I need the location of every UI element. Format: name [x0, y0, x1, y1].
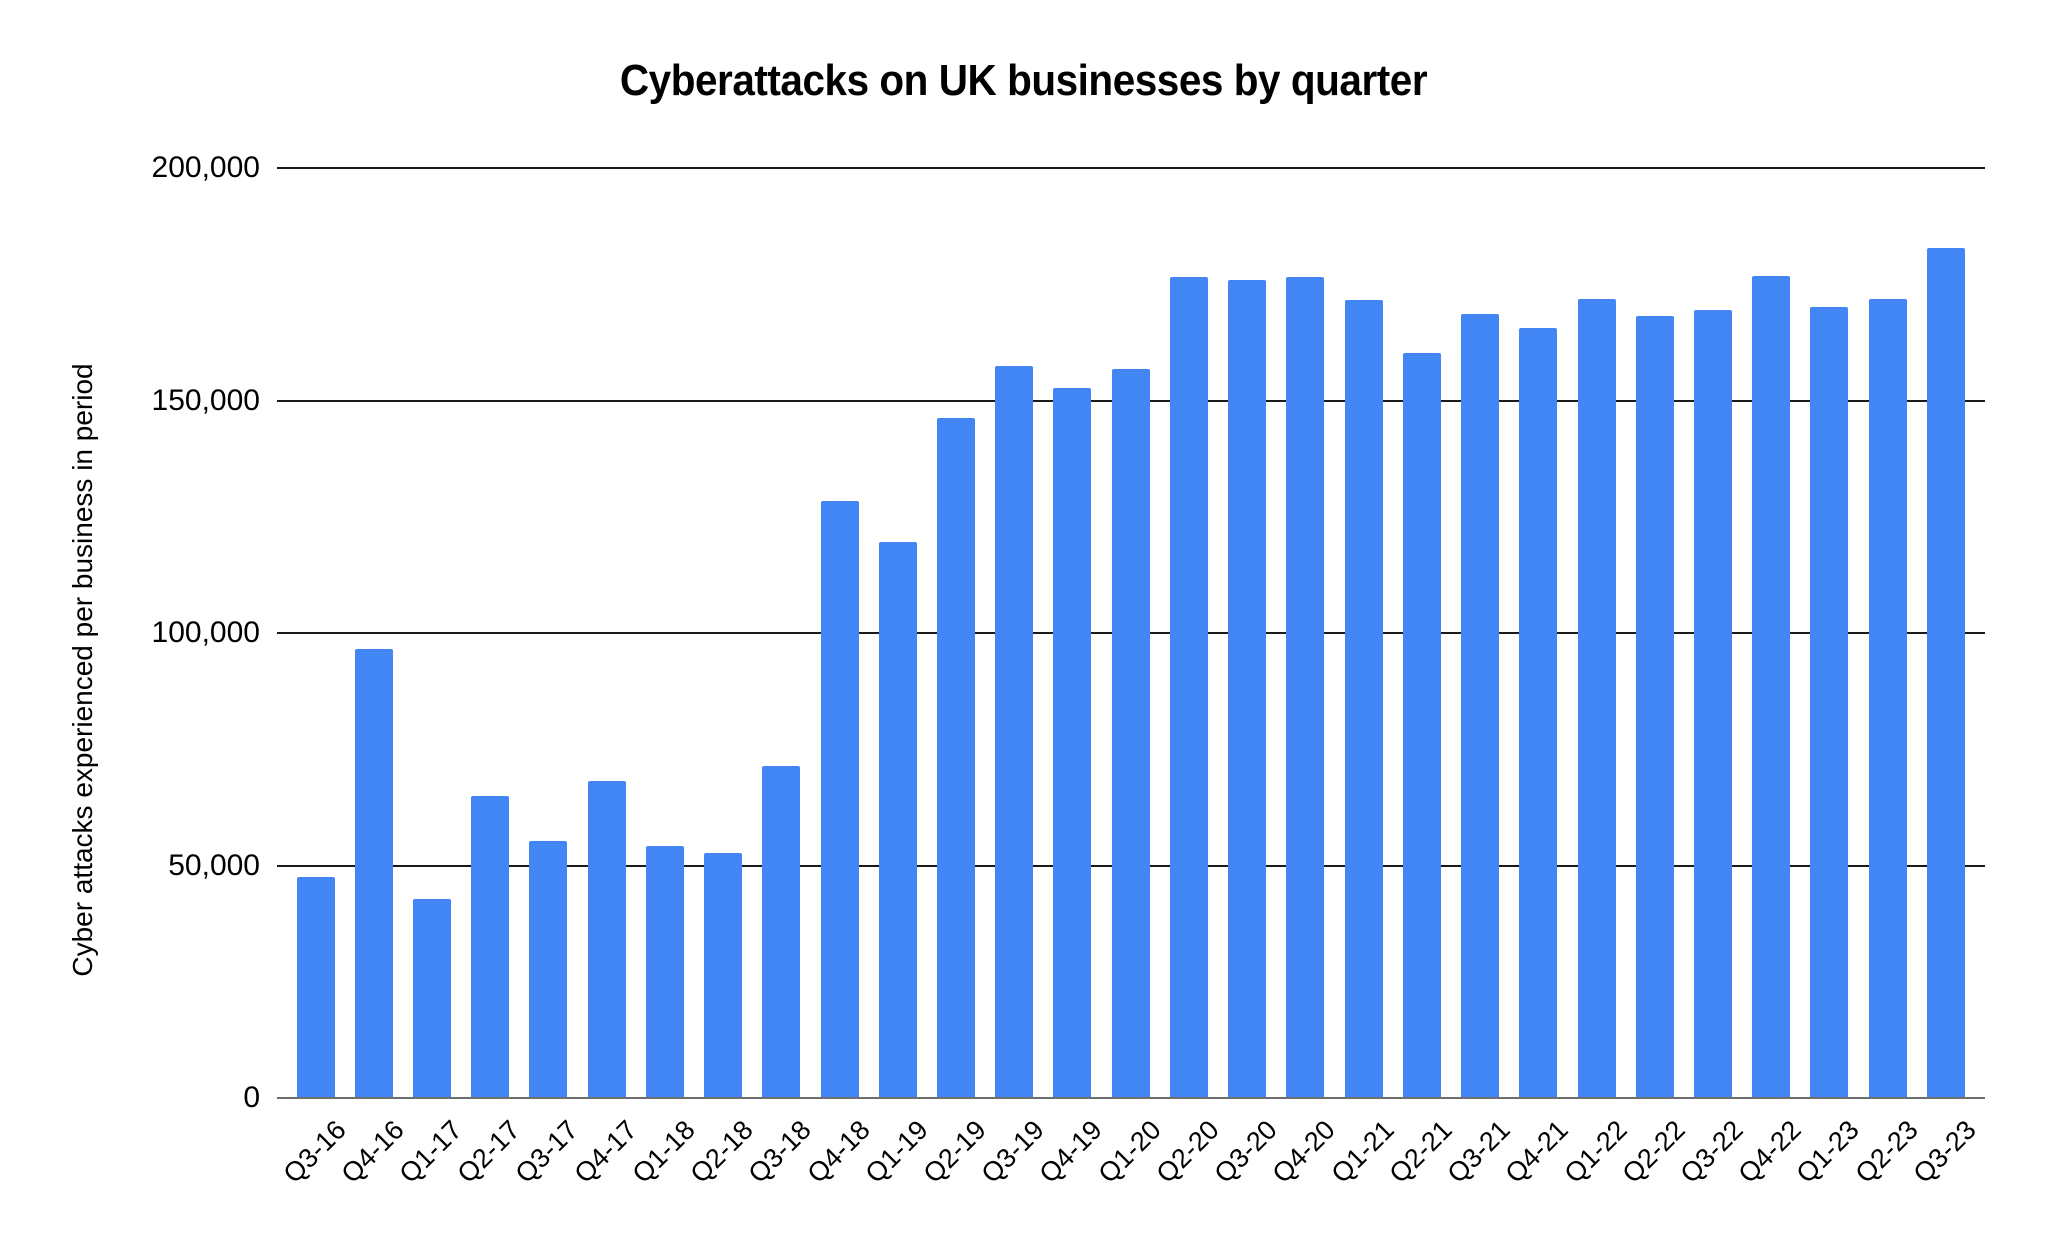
bar: [645, 846, 684, 1098]
bar: [995, 366, 1034, 1098]
bar: [296, 877, 335, 1098]
bar: [1053, 387, 1092, 1098]
y-tick-label: 50,000: [168, 848, 260, 882]
bar: [1519, 328, 1558, 1098]
bar: [1635, 316, 1674, 1098]
bar: [878, 541, 917, 1098]
bar: [937, 417, 976, 1098]
bar: [704, 852, 743, 1098]
gridline: [277, 167, 1985, 169]
bar: [1402, 353, 1441, 1098]
bar: [1868, 299, 1907, 1098]
bar: [1228, 279, 1267, 1098]
chart-title: Cyberattacks on UK businesses by quarter: [619, 56, 1428, 105]
bar: [1752, 275, 1791, 1098]
bar: [1810, 307, 1849, 1098]
bar: [820, 501, 859, 1098]
bar: [1694, 309, 1733, 1098]
y-tick-label: 150,000: [151, 383, 260, 417]
bar: [1577, 299, 1616, 1098]
bar: [762, 766, 801, 1098]
y-tick-label: 0: [243, 1081, 260, 1114]
bar: [1286, 276, 1325, 1098]
bar: [529, 840, 568, 1098]
bar: [587, 781, 626, 1098]
x-axis-line: [277, 1097, 1985, 1099]
y-tick-label: 100,000: [151, 616, 260, 649]
bar: [1926, 247, 1965, 1098]
bar: [1461, 314, 1500, 1098]
bar: [354, 648, 393, 1098]
bar: [1111, 369, 1150, 1098]
bar: [471, 796, 510, 1098]
bar: [412, 898, 451, 1098]
bar: [1344, 300, 1383, 1098]
bar: [1169, 276, 1208, 1098]
y-tick-label: 200,000: [151, 151, 260, 184]
